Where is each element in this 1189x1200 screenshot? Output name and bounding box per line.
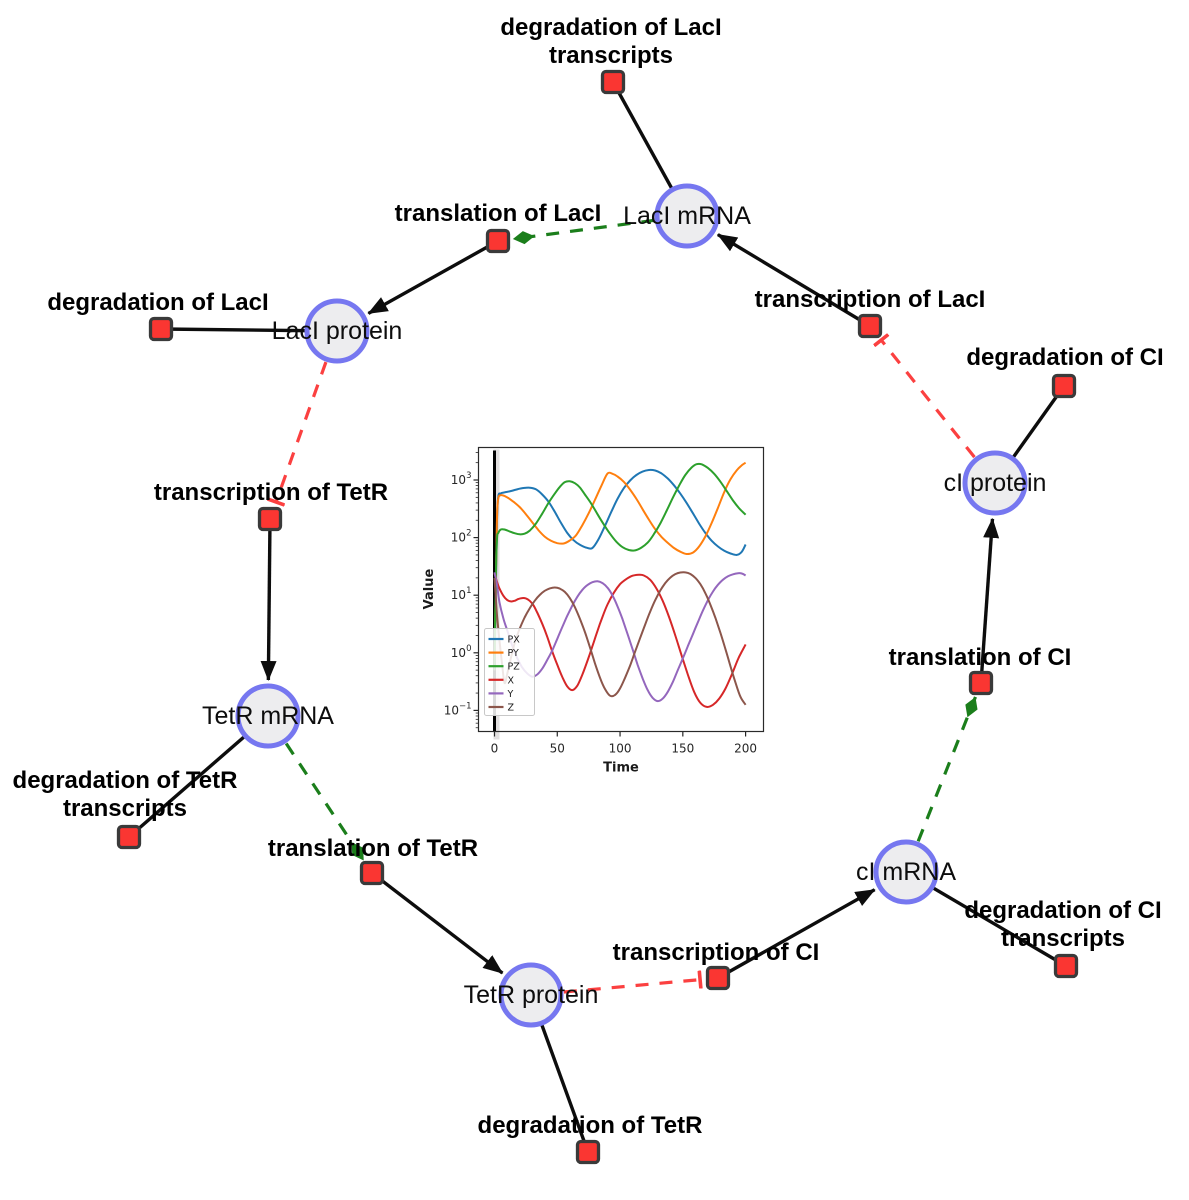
- reaction-label-transcription_tetR: transcription of TetR: [154, 479, 388, 506]
- nodes-layer: [116, 69, 1079, 1165]
- edge-transcription_lacI-lacI_mRNA: [716, 233, 871, 328]
- chart-x-tick-label: 100: [609, 742, 632, 756]
- chart-xlabel: Time: [603, 761, 639, 776]
- chart-x-tick-label: 0: [491, 742, 499, 756]
- species-label-cI_mRNA: cI mRNA: [856, 858, 956, 886]
- chart-legend: PX PY PZ XYZ: [484, 628, 535, 716]
- reaction-label-transcription_lacI: transcription of LacI: [755, 286, 986, 313]
- chart-legend-label-PY: PY: [508, 648, 520, 659]
- species-node-lacI_mRNA[interactable]: [654, 183, 720, 249]
- edge-cI_protein-transcription_lacI: [881, 340, 976, 459]
- chart-x-tick-label: 200: [734, 742, 757, 756]
- reaction-label-deg_lacI_tr: degradation of LacI transcripts: [500, 14, 721, 69]
- species-label-lacI_mRNA: LacI mRNA: [623, 202, 751, 230]
- reaction-label-transcription_cI: transcription of CI: [613, 939, 820, 966]
- chart-x-tick-label: 50: [550, 742, 565, 756]
- species-node-cI_mRNA[interactable]: [873, 839, 939, 905]
- chart-y-tick-label: 100: [451, 644, 472, 660]
- reaction-node-translation_cI[interactable]: [968, 670, 994, 696]
- chart-legend-label-X: X: [508, 675, 515, 686]
- chart-ylabel: Value: [422, 568, 437, 609]
- chart-x-tick-label: 150: [671, 742, 694, 756]
- species-node-tetR_mRNA[interactable]: [235, 683, 301, 749]
- species-node-lacI_protein[interactable]: [304, 298, 370, 364]
- reaction-node-translation_tetR[interactable]: [359, 860, 385, 886]
- edge-cI_mRNA-translation_cI: [916, 696, 978, 842]
- chart-series-PX: [493, 468, 747, 671]
- edge-translation_lacI-lacI_protein: [367, 239, 499, 315]
- reaction-label-deg_cI_tr: degradation of CI transcripts: [964, 897, 1161, 952]
- species-label-cI_protein: cI protein: [944, 469, 1047, 497]
- chart-y-tick-label: 101: [451, 586, 472, 602]
- chart-series-PZ: [493, 462, 747, 671]
- reaction-label-deg_tetR_tr: degradation of TetR transcripts: [13, 767, 238, 822]
- reaction-node-transcription_tetR[interactable]: [257, 506, 283, 532]
- edge-transcription_tetR-tetR_mRNA: [260, 518, 277, 682]
- species-node-tetR_protein[interactable]: [498, 962, 564, 1028]
- reaction-node-deg_tetR[interactable]: [575, 1139, 601, 1165]
- species-label-tetR_mRNA: TetR mRNA: [202, 702, 334, 730]
- chart-legend-label-PX: PX: [508, 635, 521, 646]
- reaction-node-deg_cI[interactable]: [1051, 373, 1077, 399]
- reaction-label-translation_tetR: translation of TetR: [268, 835, 478, 862]
- reaction-label-deg_tetR: degradation of TetR: [478, 1112, 703, 1139]
- reaction-node-translation_lacI[interactable]: [485, 228, 511, 254]
- chart-legend-label-Y: Y: [507, 689, 514, 700]
- chart-series-PY: [493, 461, 747, 671]
- reaction-node-deg_tetR_tr[interactable]: [116, 824, 142, 850]
- chart-axes-ticks: 103 102 101 100 10−1 0 50 100 150 200: [444, 452, 757, 756]
- edge-translation_cI-cI_protein: [979, 517, 1000, 684]
- edge-translation_tetR-tetR_protein: [370, 871, 504, 975]
- reaction-label-deg_lacI: degradation of LacI: [47, 289, 268, 316]
- species-label-tetR_protein: TetR protein: [464, 981, 599, 1009]
- chart-legend-label-Z: Z: [508, 703, 515, 714]
- reaction-node-deg_cI_tr[interactable]: [1053, 953, 1079, 979]
- reaction-node-transcription_cI[interactable]: [705, 965, 731, 991]
- chart-legend-label-PZ: PZ: [508, 662, 521, 673]
- reaction-node-deg_lacI[interactable]: [148, 316, 174, 342]
- chart-frame: [477, 446, 765, 733]
- reaction-label-translation_lacI: translation of LacI: [395, 200, 602, 227]
- reaction-node-deg_lacI_tr[interactable]: [600, 69, 626, 95]
- chart-y-tick-label: 102: [451, 529, 472, 545]
- edge-lacI_protein-transcription_tetR: [276, 361, 328, 502]
- reaction-node-transcription_lacI[interactable]: [857, 313, 883, 339]
- reaction-label-translation_cI: translation of CI: [889, 644, 1072, 671]
- chart-series-X: [493, 573, 747, 708]
- chart-y-tick-label: 10−1: [444, 701, 472, 717]
- chart-y-tick-label: 103: [451, 471, 472, 487]
- species-label-lacI_protein: LacI protein: [272, 317, 403, 345]
- reaction-label-deg_cI: degradation of CI: [966, 344, 1163, 371]
- labels-layer: LacI mRNA LacI protein TetR mRNA TetR prote…: [13, 14, 1164, 1139]
- edge-transcription_cI-cI_mRNA: [717, 888, 876, 980]
- species-node-cI_protein[interactable]: [962, 450, 1028, 516]
- chart-series-layer: [493, 461, 747, 708]
